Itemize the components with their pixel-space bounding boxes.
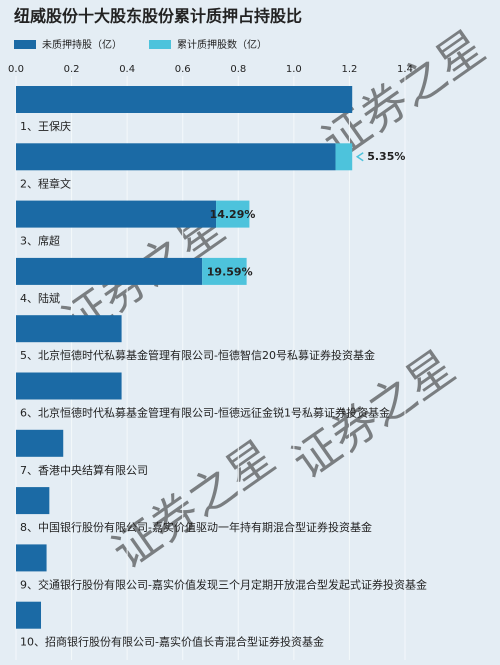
- bar-segment: [16, 257, 203, 285]
- x-tick-label: 1.2: [341, 64, 357, 75]
- category-label: 4、陆斌: [20, 291, 60, 305]
- x-tick-label: 0.0: [8, 64, 24, 75]
- ratio-label: 5.35%: [367, 150, 405, 163]
- category-label: 7、香港中央结算有限公司: [20, 463, 148, 477]
- legend-swatch: [14, 40, 36, 49]
- bar-segment: [16, 601, 42, 629]
- category-label: 1、王保庆: [20, 119, 71, 133]
- legend-label: 累计质押股数（亿）: [177, 38, 267, 51]
- bar-segment: [16, 429, 64, 457]
- legend-swatch: [149, 40, 171, 49]
- legend-label: 未质押持股（亿）: [42, 38, 122, 51]
- bar-segment: [16, 200, 217, 228]
- bar-segment: [16, 487, 50, 515]
- x-tick-label: 0.8: [230, 64, 246, 75]
- bar-segment: [335, 143, 353, 171]
- bar-segment: [16, 372, 122, 400]
- category-label: 2、程章文: [20, 176, 71, 190]
- category-label: 5、北京恒德时代私募基金管理有限公司-恒德智信20号私募证券投资基金: [20, 348, 375, 362]
- x-tick-label: 0.2: [64, 64, 80, 75]
- bar-segment: [16, 315, 122, 343]
- category-label: 6、北京恒德时代私募基金管理有限公司-恒德远征金锐1号私募证券投资基金: [20, 406, 390, 420]
- bar-segment: [216, 200, 250, 228]
- category-label: 9、交通银行股份有限公司-嘉实价值发现三个月定期开放混合型发起式证券投资基金: [20, 577, 427, 591]
- bar-segment: [16, 544, 47, 572]
- bar-segment: [16, 86, 353, 113]
- category-label: 10、招商银行股份有限公司-嘉实价值长青混合型证券投资基金: [20, 635, 324, 649]
- ratio-label: 19.59%: [207, 265, 253, 278]
- x-tick-label: 1.0: [286, 64, 302, 75]
- pointer-arrow: [355, 152, 364, 162]
- bar-segment: [16, 143, 336, 171]
- x-tick-label: 0.4: [119, 64, 135, 75]
- category-label: 3、席超: [20, 234, 60, 248]
- x-tick-label: 1.4: [397, 64, 413, 75]
- category-label: 8、中国银行股份有限公司-嘉实价值驱动一年持有期混合型证券投资基金: [20, 520, 372, 534]
- ratio-label: 14.29%: [210, 208, 256, 221]
- x-tick-label: 0.6: [175, 64, 191, 75]
- bar-segment: [202, 257, 247, 285]
- chart-title: 纽威股份十大股东股份累计质押占持股比: [14, 7, 302, 26]
